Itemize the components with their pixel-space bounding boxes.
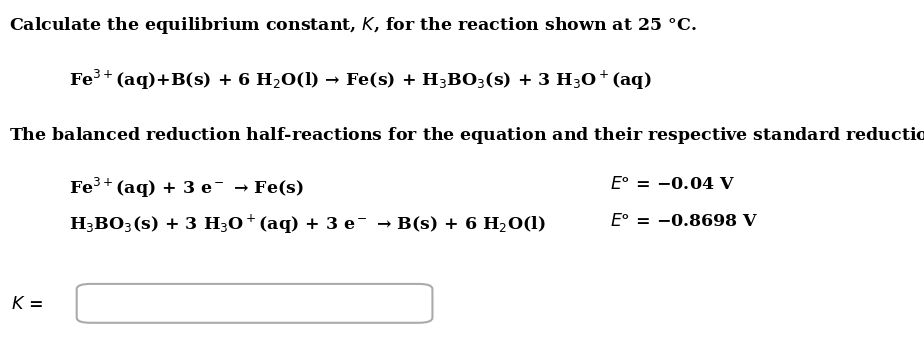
Text: $E$° = −0.8698 V: $E$° = −0.8698 V	[610, 213, 759, 230]
Text: H$_3$BO$_3$(s) + 3 H$_3$O$^+$(aq) + 3 e$^-$ → B(s) + 6 H$_2$O(l): H$_3$BO$_3$(s) + 3 H$_3$O$^+$(aq) + 3 e$…	[69, 213, 546, 236]
Text: Calculate the equilibrium constant, $K$, for the reaction shown at 25 °C.: Calculate the equilibrium constant, $K$,…	[9, 15, 697, 36]
Text: $E$° = −0.04 V: $E$° = −0.04 V	[610, 176, 735, 193]
Text: Fe$^{3+}$(aq)+B(s) + 6 H$_2$O(l) → Fe(s) + H$_3$BO$_3$(s) + 3 H$_3$O$^+$(aq): Fe$^{3+}$(aq)+B(s) + 6 H$_2$O(l) → Fe(s)…	[69, 68, 651, 92]
Text: $K$ =: $K$ =	[11, 296, 43, 313]
Text: Fe$^{3+}$(aq) + 3 e$^-$ → Fe(s): Fe$^{3+}$(aq) + 3 e$^-$ → Fe(s)	[69, 176, 304, 200]
Text: The balanced reduction half-reactions for the equation and their respective stan: The balanced reduction half-reactions fo…	[9, 125, 924, 146]
FancyBboxPatch shape	[77, 284, 432, 323]
